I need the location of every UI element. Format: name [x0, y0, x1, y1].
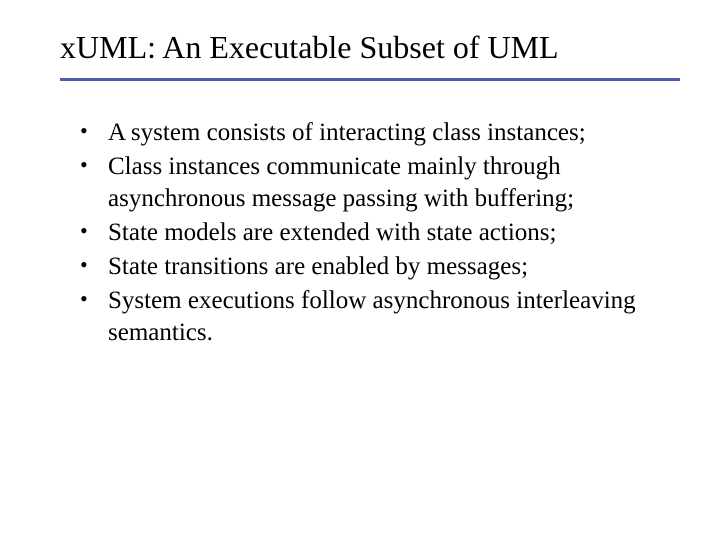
list-item: A system consists of interacting class i…	[86, 117, 680, 149]
title-divider	[60, 78, 680, 81]
list-item: State models are extended with state act…	[86, 217, 680, 249]
list-item: System executions follow asynchronous in…	[86, 285, 680, 349]
slide-title: xUML: An Executable Subset of UML	[60, 28, 680, 66]
list-item: Class instances communicate mainly throu…	[86, 151, 680, 215]
bullet-list: A system consists of interacting class i…	[60, 117, 680, 349]
list-item: State transitions are enabled by message…	[86, 251, 680, 283]
